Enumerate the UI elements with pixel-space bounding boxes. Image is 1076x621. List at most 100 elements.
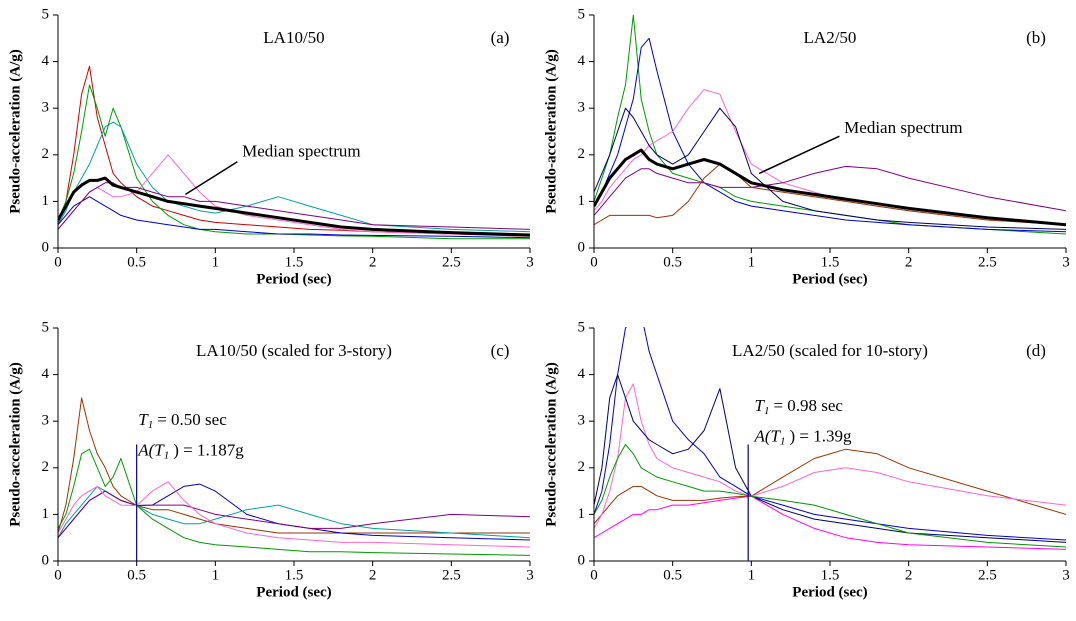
y-tick-label: 2 bbox=[578, 146, 586, 162]
note: A(T1) = 1.39g bbox=[753, 426, 851, 447]
spectrum-line bbox=[58, 196, 530, 239]
spectrum-line bbox=[594, 37, 1066, 233]
note-text: ) = 1.39g bbox=[789, 426, 851, 445]
spectrum-line bbox=[594, 448, 1066, 525]
spectrum-line bbox=[594, 107, 1066, 230]
x-tick-label: 2.5 bbox=[442, 254, 461, 270]
y-tick-label: 5 bbox=[42, 319, 50, 335]
x-tick-label: 0 bbox=[590, 254, 598, 270]
spectrum-line bbox=[58, 121, 530, 233]
spectrum-line bbox=[58, 397, 530, 534]
y-tick-label: 1 bbox=[578, 193, 586, 209]
panel-title: LA10/50 (scaled for 3-story) bbox=[196, 341, 392, 360]
spectrum-line bbox=[594, 148, 1066, 227]
y-axis-label: Pseudo-acceleration (A/g) bbox=[7, 49, 23, 214]
y-tick-label: 0 bbox=[578, 552, 586, 568]
y-tick-label: 3 bbox=[578, 100, 586, 116]
x-tick-label: 0 bbox=[590, 567, 598, 583]
y-tick-label: 3 bbox=[578, 413, 586, 429]
note: T1 = 0.98 sec bbox=[754, 396, 843, 417]
x-tick-label: 1 bbox=[748, 567, 756, 583]
note-symbol: T bbox=[138, 410, 149, 429]
spectrum-line bbox=[594, 165, 1066, 216]
y-tick-label: 4 bbox=[578, 366, 586, 382]
x-tick-label: 3 bbox=[1062, 254, 1070, 270]
note-symbol: T bbox=[754, 396, 765, 415]
panel-label: (a) bbox=[491, 28, 510, 47]
y-tick-label: 0 bbox=[42, 239, 50, 255]
x-axis-label: Period (sec) bbox=[256, 584, 331, 600]
spectrum-line bbox=[58, 448, 530, 556]
panel-label: (d) bbox=[1026, 341, 1046, 360]
spectrum-line bbox=[58, 481, 530, 548]
median-annotation: Median spectrum bbox=[844, 118, 963, 137]
annotation-arrow bbox=[758, 135, 840, 175]
y-axis-label: Pseudo-acceleration (A/g) bbox=[543, 362, 559, 527]
x-tick-label: 2.5 bbox=[978, 254, 997, 270]
spectrum-line bbox=[594, 14, 1066, 235]
y-tick-label: 5 bbox=[578, 319, 586, 335]
x-tick-label: 1 bbox=[212, 567, 220, 583]
spectrum-line bbox=[58, 483, 530, 541]
x-tick-label: 0 bbox=[54, 254, 62, 270]
y-tick-label: 1 bbox=[42, 506, 50, 522]
note: T1 = 0.50 sec bbox=[138, 410, 227, 431]
y-tick-label: 0 bbox=[578, 239, 586, 255]
panel-label: (b) bbox=[1026, 28, 1046, 47]
y-tick-label: 0 bbox=[42, 552, 50, 568]
x-axis-label: Period (sec) bbox=[256, 271, 331, 287]
series-group bbox=[594, 14, 1066, 235]
series-group bbox=[58, 65, 530, 240]
panel: 0 1 2 3 4 5 0 0.5 1 1.5 2 2.5 3 Period (sec) Pseudo-ac… bbox=[543, 6, 1069, 287]
x-tick-label: 0.5 bbox=[663, 567, 682, 583]
note-subscript: 1 bbox=[780, 435, 786, 447]
x-tick-label: 3 bbox=[1062, 567, 1070, 583]
x-tick-label: 2 bbox=[905, 567, 913, 583]
y-axis-label: Pseudo-acceleration (A/g) bbox=[543, 49, 559, 214]
note-subscript: 1 bbox=[164, 449, 170, 461]
y-tick-label: 3 bbox=[42, 413, 50, 429]
x-tick-label: 1 bbox=[212, 254, 220, 270]
panel-title: LA2/50 bbox=[804, 28, 857, 47]
panel: 0 1 2 3 4 5 0 0.5 1 1.5 2 2.5 3 Period (sec) Pseudo-ac… bbox=[7, 319, 533, 600]
panel: 0 1 2 3 4 5 0 0.5 1 1.5 2 2.5 3 Period (sec) Pseudo-ac… bbox=[543, 319, 1070, 600]
y-tick-label: 1 bbox=[578, 506, 586, 522]
note-text: = 0.98 sec bbox=[773, 396, 843, 415]
x-tick-label: 2 bbox=[369, 567, 377, 583]
spectrum-line bbox=[58, 182, 530, 230]
y-tick-label: 4 bbox=[42, 366, 50, 382]
note-subscript: 1 bbox=[148, 419, 154, 431]
series-group bbox=[58, 397, 530, 556]
x-tick-label: 2.5 bbox=[442, 567, 461, 583]
x-tick-label: 2 bbox=[369, 254, 377, 270]
spectrum-line bbox=[594, 374, 1066, 543]
spectrum-line bbox=[594, 327, 1066, 541]
panel: 0 1 2 3 4 5 0 0.5 1 1.5 2 2.5 3 Period (sec) Pseudo-ac… bbox=[7, 6, 533, 287]
x-tick-label: 3 bbox=[526, 567, 534, 583]
y-tick-label: 1 bbox=[42, 193, 50, 209]
spectrum-line bbox=[594, 444, 1066, 548]
x-tick-label: 0.5 bbox=[663, 254, 682, 270]
y-tick-label: 4 bbox=[578, 53, 586, 69]
spectrum-line bbox=[594, 495, 1066, 550]
x-tick-label: 2.5 bbox=[978, 567, 997, 583]
y-axis-label: Pseudo-acceleration (A/g) bbox=[7, 362, 23, 527]
y-tick-label: 2 bbox=[578, 459, 586, 475]
note-symbol: A(T bbox=[137, 440, 165, 459]
spectrum-line bbox=[58, 154, 530, 235]
x-tick-label: 0.5 bbox=[127, 567, 146, 583]
panel-title: LA2/50 (scaled for 10-story) bbox=[732, 341, 928, 360]
note-subscript: 1 bbox=[764, 405, 770, 417]
note-text: = 0.50 sec bbox=[157, 410, 227, 429]
x-tick-label: 0.5 bbox=[127, 254, 146, 270]
x-tick-label: 2 bbox=[905, 254, 913, 270]
panel-label: (c) bbox=[491, 341, 510, 360]
x-tick-label: 0 bbox=[54, 567, 62, 583]
x-tick-label: 1.5 bbox=[821, 567, 840, 583]
x-tick-label: 1 bbox=[748, 254, 756, 270]
median-annotation: Median spectrum bbox=[242, 141, 361, 160]
annotation-arrow bbox=[185, 161, 238, 196]
spectrum-line bbox=[58, 84, 530, 240]
note-symbol: A(T bbox=[753, 426, 781, 445]
